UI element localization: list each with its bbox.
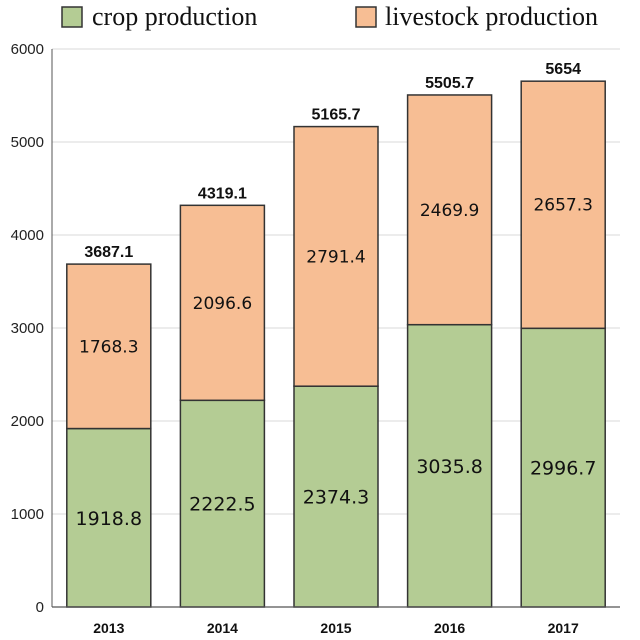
bar-segment-crop [293, 385, 379, 608]
data-label-livestock: 2096.6 [193, 294, 252, 314]
bar-segment-livestock [406, 94, 493, 326]
data-label-total: 3687.1 [84, 244, 133, 261]
data-label-crop: 1918.8 [76, 508, 142, 530]
x-tick-label: 2013 [93, 620, 124, 636]
legend-swatch-crop [61, 6, 83, 28]
data-label-livestock: 2657.3 [533, 196, 592, 216]
bar-segment-livestock [179, 204, 266, 402]
bar-segment-crop [520, 327, 606, 608]
y-tick-label: 3000 [11, 320, 44, 337]
data-label-crop: 2996.7 [530, 458, 596, 480]
bar-segment-crop [406, 323, 493, 608]
data-label-livestock: 2469.9 [420, 201, 479, 221]
data-label-livestock: 1768.3 [79, 337, 138, 357]
bars: 1918.8 1768.3 3687.1 2222.5 2096.6 4319.1 2374… [66, 61, 606, 608]
y-tick-label: 2000 [11, 413, 44, 430]
y-tick-label: 0 [36, 599, 44, 616]
x-tick-label: 2017 [548, 620, 579, 636]
y-tick-label: 6000 [11, 41, 44, 58]
y-axis: 0 1000 2000 3000 4000 5000 6000 [11, 41, 53, 616]
data-label-crop: 2222.5 [189, 494, 255, 516]
y-tick-label: 5000 [11, 134, 44, 151]
data-label-crop: 2374.3 [303, 487, 369, 509]
data-label-total: 5165.7 [312, 107, 361, 124]
data-label-total: 4319.1 [198, 185, 247, 202]
data-label-total: 5654 [545, 61, 581, 78]
x-tick-label: 2015 [320, 620, 351, 636]
x-tick-label: 2016 [434, 620, 465, 636]
legend-label-livestock: livestock production [385, 2, 598, 31]
data-label-crop: 3035.8 [416, 456, 482, 478]
bar-segment-livestock [293, 125, 379, 387]
bar-segment-livestock [66, 263, 152, 430]
y-tick-label: 1000 [11, 506, 44, 523]
legend-label-crop: crop production [92, 2, 257, 31]
data-label-livestock: 2791.4 [306, 247, 365, 267]
x-tick-label: 2014 [207, 620, 238, 636]
legend-swatch-livestock [355, 6, 377, 28]
legend: crop production livestock production [61, 2, 598, 31]
y-tick-label: 4000 [11, 227, 44, 244]
x-axis: 2013 2014 2015 2016 2017 [52, 606, 620, 636]
bar-segment-livestock [520, 80, 606, 330]
bar-segment-crop [179, 399, 266, 608]
data-label-total: 5505.7 [425, 75, 474, 92]
